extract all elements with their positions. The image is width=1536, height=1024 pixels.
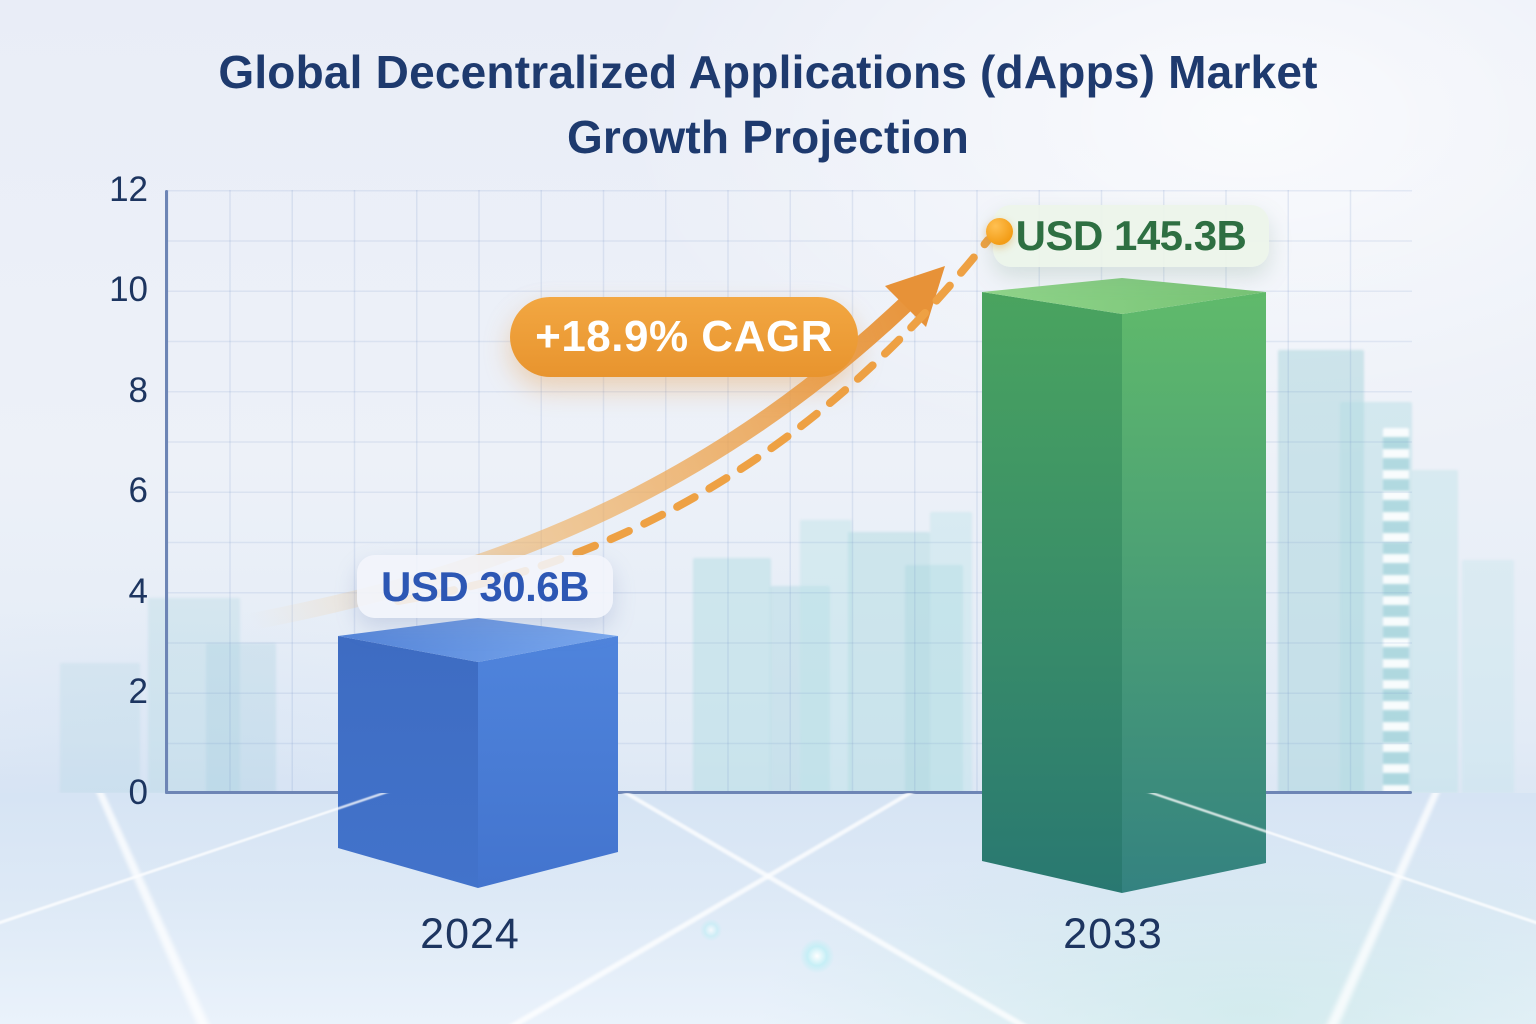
bar-2033-left-face bbox=[982, 292, 1122, 893]
building-shape bbox=[1462, 560, 1514, 793]
bar-2033-right-face bbox=[1122, 292, 1266, 893]
y-tick-label: 4 bbox=[128, 572, 148, 611]
bar-2033 bbox=[982, 278, 1266, 893]
y-axis-line bbox=[165, 190, 168, 794]
perspective-floor bbox=[0, 793, 1536, 1024]
bar-2024-left-face bbox=[338, 636, 478, 888]
projection-dashed-line bbox=[394, 236, 992, 605]
building-shape bbox=[770, 586, 830, 793]
y-tick-label: 10 bbox=[109, 270, 148, 309]
floor-glow-dot bbox=[800, 939, 834, 973]
floor-glow-dot bbox=[700, 919, 722, 941]
y-tick-label: 0 bbox=[128, 773, 148, 812]
x-axis-line bbox=[165, 791, 1412, 794]
y-tick-label: 12 bbox=[109, 170, 148, 209]
x-label-2033: 2033 bbox=[1063, 910, 1163, 958]
skyline-silhouette bbox=[0, 340, 1536, 793]
growth-arrow-curve bbox=[241, 293, 917, 631]
building-shape bbox=[848, 532, 930, 793]
bar-2024-right-face bbox=[478, 636, 618, 888]
bar-2024-top-face bbox=[338, 618, 618, 662]
cagr-badge: +18.9% CAGR bbox=[510, 297, 858, 377]
chart-title: Global Decentralized Applications (dApps… bbox=[218, 46, 1318, 164]
building-shape bbox=[1412, 470, 1458, 793]
building-shape-windows bbox=[1383, 428, 1409, 793]
value-label-2033: USD 145.3B bbox=[993, 205, 1269, 267]
building-shape bbox=[905, 565, 963, 793]
building-shape bbox=[206, 643, 276, 793]
growth-arrow-head bbox=[885, 266, 945, 327]
building-shape bbox=[930, 512, 972, 793]
building-shape bbox=[148, 598, 240, 793]
building-shape bbox=[800, 520, 852, 793]
y-tick-label: 8 bbox=[128, 371, 148, 410]
y-tick-label: 2 bbox=[128, 672, 148, 711]
building-shape bbox=[60, 663, 140, 793]
bar-2033-top-face bbox=[982, 278, 1266, 314]
building-shape bbox=[693, 558, 771, 793]
building-shape bbox=[1278, 350, 1364, 793]
value-label-2024: USD 30.6B bbox=[357, 555, 613, 618]
y-tick-label: 6 bbox=[128, 471, 148, 510]
bar-2024 bbox=[338, 618, 618, 888]
x-label-2024: 2024 bbox=[420, 910, 520, 958]
projection-endpoint-dot bbox=[986, 218, 1013, 245]
